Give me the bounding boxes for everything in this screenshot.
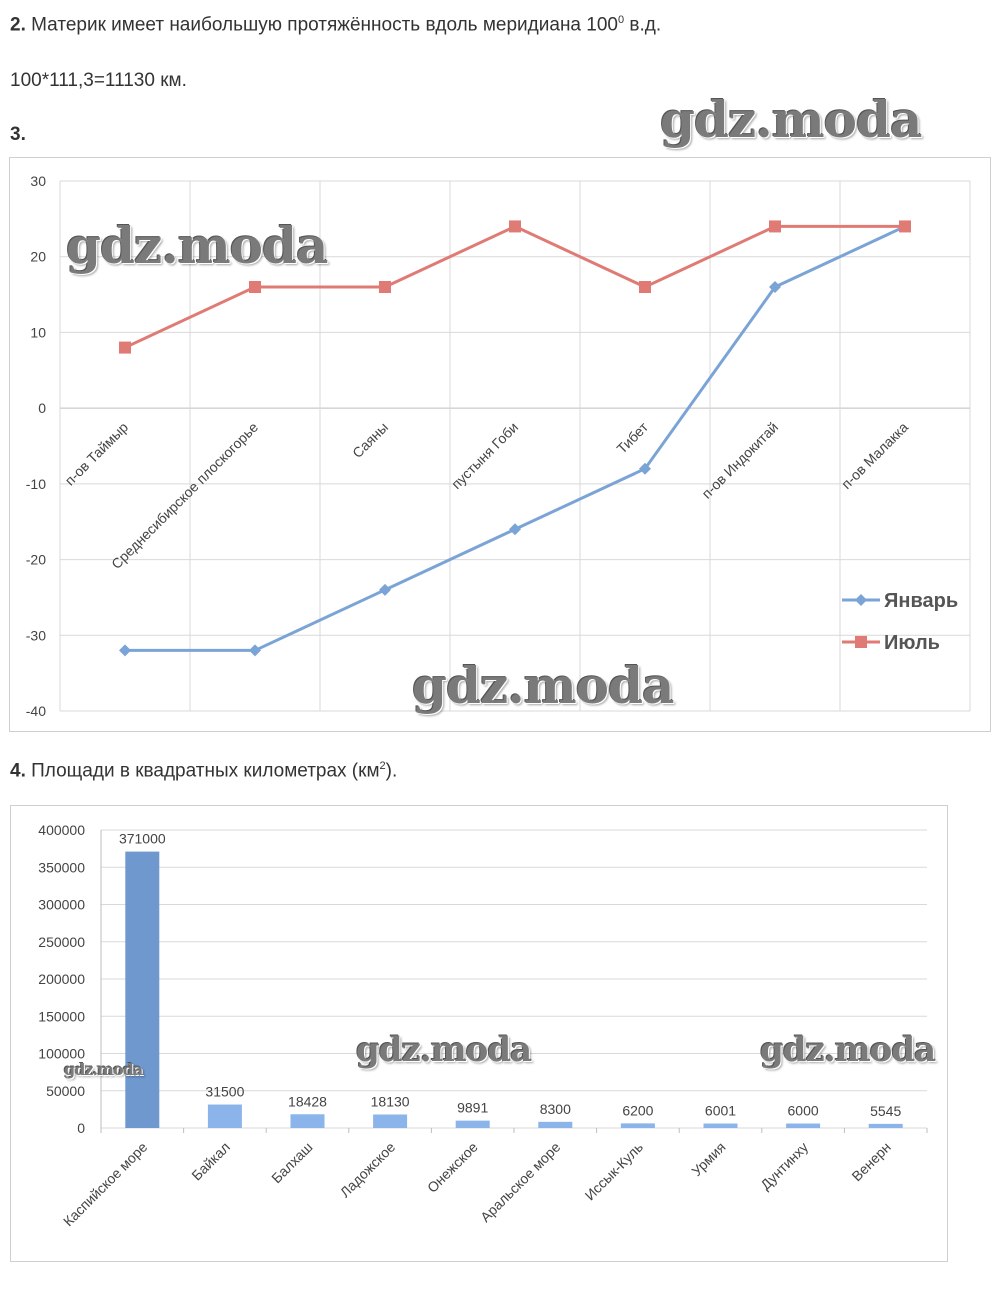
task2-text: Материк имеет наибольшую протяжённость в… (31, 14, 618, 36)
data-point-january (509, 523, 521, 536)
y-tick-label: -40 (26, 703, 46, 719)
y-tick-label: -10 (26, 476, 46, 492)
task2-suffix: в.д. (624, 14, 662, 36)
task2-line: 2. Материк имеет наибольшую протяжённост… (10, 14, 661, 36)
task2-number: 2. (10, 14, 26, 36)
data-label: 18130 (371, 1093, 410, 1109)
y-tick-label: 20 (30, 249, 46, 265)
bar (786, 1123, 821, 1128)
line-chart: 30 20 10 0 -10 -20 -30 -40 п-ов ТаймырСреднесиби… (26, 173, 971, 719)
legend-label: Январь (884, 590, 958, 612)
x-tick-label: Тибет (613, 419, 651, 457)
x-tick-label: Саяны (349, 419, 391, 461)
bar (207, 1104, 242, 1128)
task4-suffix: ). (385, 760, 398, 782)
calc-line: 100*111,3=11130 км. (10, 70, 187, 91)
data-point-january (379, 583, 391, 596)
task4-number: 4. (10, 760, 26, 782)
data-point-july (899, 220, 911, 233)
task2-degree: 0 (617, 14, 625, 26)
bar (538, 1121, 573, 1128)
x-tick-label: Ладожское (337, 1139, 399, 1201)
data-point-july (379, 281, 391, 293)
y-tick-label: 100000 (38, 1046, 85, 1062)
data-point-july (509, 220, 521, 233)
data-label: 6001 (705, 1103, 736, 1119)
x-tick-label: Урмия (688, 1139, 728, 1179)
data-point-january (119, 644, 131, 657)
x-tick-label: Среднесибирское плоскогорье (108, 419, 261, 572)
data-point-july (119, 341, 131, 354)
x-tick-label: пустыня Гоби (448, 419, 521, 492)
x-tick-label: Онежское (424, 1139, 481, 1196)
watermark: gdz.moda (660, 90, 922, 149)
y-tick-label: -20 (26, 552, 46, 568)
series-line-july (124, 224, 905, 349)
task4-line: 4. Площади в квадратных километрах (км2)… (10, 760, 397, 782)
x-tick-label: п-ов Малакка (838, 419, 911, 492)
data-point-july (639, 281, 651, 293)
y-tick-label: 300000 (38, 897, 85, 913)
line-chart-frame: 30 20 10 0 -10 -20 -30 -40 п-ов Таймыр Среднесиби… (9, 157, 991, 732)
data-point-july (769, 220, 781, 233)
data-label: 9891 (457, 1100, 488, 1116)
x-tick-label: п-ов Индокитай (698, 419, 781, 502)
data-label: 371000 (119, 831, 166, 847)
data-label: 5545 (870, 1103, 901, 1119)
x-tick-label: Венерн (848, 1139, 893, 1184)
bar-chart: 400000 350000 300000 250000 200000 150000 1000… (38, 822, 928, 1230)
data-label: 31500 (205, 1084, 244, 1100)
bar (703, 1123, 738, 1128)
y-tick-label: 50000 (46, 1083, 85, 1099)
y-tick-label: 0 (38, 400, 46, 416)
x-tick-label: Балхаш (268, 1139, 315, 1186)
task3-line: 3. (10, 124, 26, 146)
bar (868, 1123, 903, 1128)
data-label: 8300 (540, 1101, 571, 1117)
bar (125, 851, 160, 1128)
bar (373, 1114, 408, 1128)
bar (455, 1120, 490, 1128)
x-tick-label: Дунтинху (757, 1139, 811, 1193)
y-tick-label: -30 (26, 627, 46, 643)
data-label: 6000 (788, 1103, 819, 1119)
legend-label: Июль (884, 632, 940, 654)
y-tick-label: 350000 (38, 859, 85, 875)
y-tick-label: 150000 (38, 1008, 85, 1024)
data-point-january (639, 462, 651, 475)
data-label: 6200 (622, 1102, 653, 1118)
y-tick-label: 0 (77, 1120, 85, 1136)
y-tick-label: 200000 (38, 971, 85, 987)
data-point-january (769, 281, 781, 293)
x-tick-label: п-ов Таймыр (62, 419, 132, 489)
y-tick-label: 10 (30, 324, 46, 340)
y-tick-label: 250000 (38, 934, 85, 950)
task4-sup: 2 (379, 760, 386, 772)
legend-marker (855, 594, 867, 606)
data-point-july (249, 281, 261, 293)
y-tick-label: 400000 (38, 822, 85, 838)
bar (290, 1114, 325, 1128)
data-point-january (249, 644, 261, 657)
bar (620, 1123, 655, 1128)
x-tick-label: Каспийское море (60, 1139, 151, 1230)
x-tick-label: Иссык-Куль (582, 1139, 647, 1204)
task3-number: 3. (10, 124, 26, 145)
task4-text: Площади в квадратных километрах (км (31, 760, 380, 782)
bar-chart-frame: 400000 350000 300000 250000 200000 150000 1000… (10, 805, 948, 1262)
legend-marker (855, 636, 867, 648)
x-tick-label: Аральское море (477, 1139, 563, 1225)
y-tick-label: 30 (30, 173, 46, 189)
x-tick-label: Байкал (188, 1139, 233, 1184)
data-label: 18428 (288, 1093, 327, 1109)
